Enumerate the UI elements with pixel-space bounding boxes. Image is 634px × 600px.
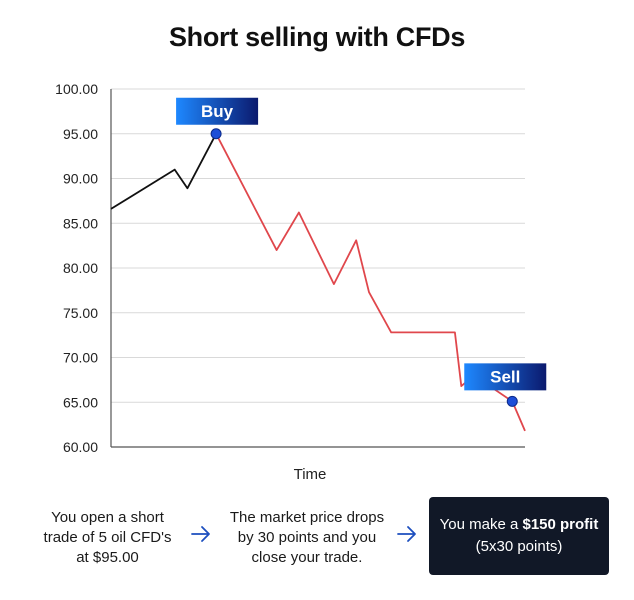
result-detail: (5x30 points) — [475, 538, 563, 555]
result-prefix: You make a — [439, 516, 523, 533]
y-tick-label: 70.00 — [63, 350, 98, 366]
step-open-trade: You open a short trade of 5 oil CFD's at… — [43, 509, 172, 566]
gridlines — [111, 88, 525, 448]
y-tick-label: 100.00 — [55, 81, 98, 97]
sell-point — [506, 395, 518, 407]
buy-point — [210, 128, 222, 140]
x-axis-label: Time — [294, 466, 327, 483]
series-line-1 — [110, 133, 217, 210]
line-chart: 100.00 95.00 90.00 85.00 80.00 75.00 70.00 65.0… — [55, 81, 547, 483]
y-tick-label: 75.00 — [63, 305, 98, 321]
y-tick-label: 95.00 — [63, 126, 98, 142]
sell-tag-label: Sell — [490, 367, 520, 386]
y-tick-label: 60.00 — [63, 439, 98, 455]
axes — [110, 89, 525, 448]
y-tick-labels: 100.00 95.00 90.00 85.00 80.00 75.00 70.00 65.0… — [55, 81, 98, 455]
sell-tag — [464, 363, 547, 391]
y-tick-label: 85.00 — [63, 215, 98, 231]
step-close-trade: The market price drops by 30 points and … — [229, 509, 385, 566]
result-box: You make a $150 profit (5x30 points) — [429, 497, 609, 575]
y-tick-label: 65.00 — [63, 394, 98, 410]
arrow-right-icon — [191, 526, 210, 542]
chart-title: Short selling with CFDs — [168, 22, 466, 52]
y-tick-label: 80.00 — [63, 260, 98, 276]
buy-tag — [176, 97, 259, 125]
result-line: You make a $150 profit — [440, 514, 599, 536]
arrow-right-icon — [397, 526, 416, 542]
markers: Buy Sell — [176, 97, 547, 407]
result-profit: $150 profit — [522, 516, 599, 533]
buy-tag-label: Buy — [201, 102, 234, 121]
y-tick-label: 90.00 — [63, 171, 98, 187]
